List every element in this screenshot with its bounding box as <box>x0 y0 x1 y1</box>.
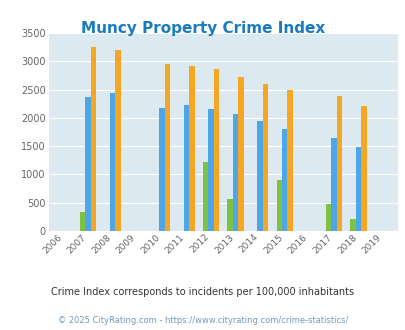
Bar <box>80 212 85 231</box>
Bar <box>355 147 360 231</box>
Bar <box>238 77 243 231</box>
Bar <box>164 64 170 231</box>
Bar <box>257 121 262 231</box>
Bar <box>227 199 232 231</box>
Bar <box>85 97 91 231</box>
Bar <box>360 106 366 231</box>
Bar <box>208 109 213 231</box>
Bar <box>336 96 341 231</box>
Bar <box>115 50 120 231</box>
Bar <box>276 180 281 231</box>
Bar <box>350 218 355 231</box>
Bar <box>110 93 115 231</box>
Bar <box>213 69 219 231</box>
Text: © 2025 CityRating.com - https://www.cityrating.com/crime-statistics/: © 2025 CityRating.com - https://www.city… <box>58 315 347 325</box>
Bar <box>91 47 96 231</box>
Bar <box>262 84 268 231</box>
Bar <box>287 89 292 231</box>
Bar <box>325 204 330 231</box>
Bar <box>281 129 287 231</box>
Bar <box>183 105 189 231</box>
Bar <box>159 108 164 231</box>
Bar <box>202 162 208 231</box>
Text: Muncy Property Crime Index: Muncy Property Crime Index <box>81 21 324 36</box>
Text: Crime Index corresponds to incidents per 100,000 inhabitants: Crime Index corresponds to incidents per… <box>51 287 354 297</box>
Bar <box>232 114 238 231</box>
Bar <box>189 66 194 231</box>
Bar <box>330 138 336 231</box>
